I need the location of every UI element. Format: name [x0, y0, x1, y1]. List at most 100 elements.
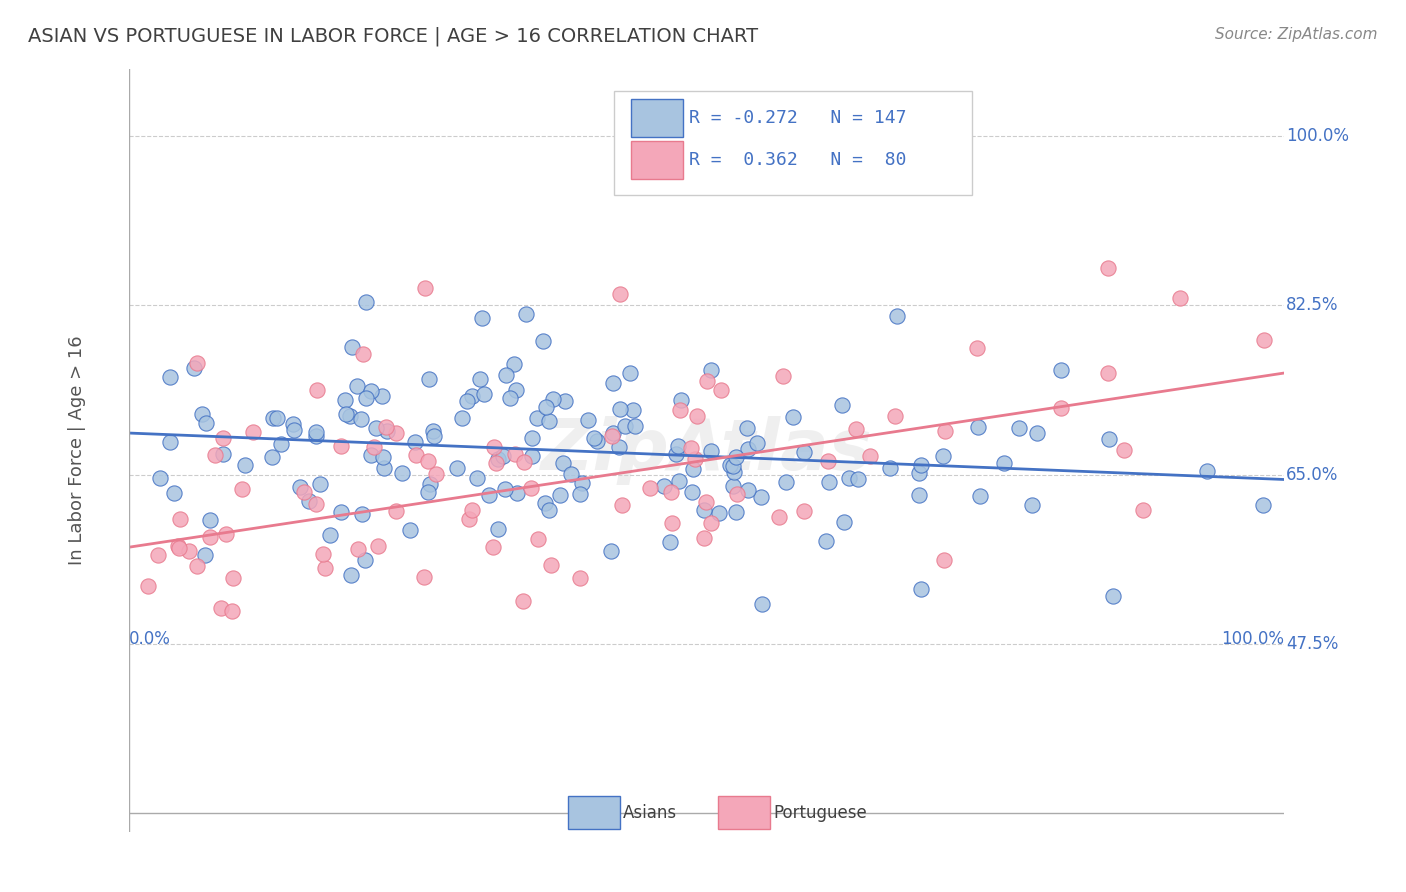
Point	[418, 372, 440, 386]
Point	[621, 402, 644, 417]
Point	[1132, 502, 1154, 516]
Point	[354, 553, 377, 567]
Text: 100.0%: 100.0%	[1220, 630, 1284, 648]
Point	[768, 509, 790, 524]
Point	[352, 507, 374, 521]
Point	[695, 495, 717, 509]
Point	[270, 437, 292, 451]
Point	[1097, 261, 1119, 276]
Point	[375, 424, 398, 438]
Point	[186, 356, 208, 370]
Text: R = -0.272   N = 147: R = -0.272 N = 147	[689, 109, 907, 128]
FancyBboxPatch shape	[718, 797, 770, 829]
Point	[363, 440, 385, 454]
Text: 82.5%: 82.5%	[1286, 296, 1339, 314]
Point	[198, 530, 221, 544]
Point	[486, 522, 509, 536]
Point	[609, 286, 631, 301]
Point	[1025, 426, 1047, 441]
Point	[1253, 334, 1275, 348]
Point	[1098, 432, 1121, 446]
Point	[149, 471, 172, 485]
Point	[665, 447, 688, 461]
Point	[613, 418, 636, 433]
Point	[1168, 291, 1191, 305]
Point	[908, 466, 931, 480]
Point	[350, 412, 373, 426]
Point	[1112, 443, 1135, 458]
Point	[527, 533, 550, 547]
Point	[283, 423, 305, 437]
Point	[360, 448, 382, 462]
Point	[502, 358, 524, 372]
Point	[737, 442, 759, 456]
Point	[682, 462, 704, 476]
Text: R =  0.362   N =  80: R = 0.362 N = 80	[689, 151, 907, 169]
Point	[486, 451, 509, 466]
Point	[330, 505, 353, 519]
Point	[834, 516, 856, 530]
Point	[335, 393, 357, 408]
Point	[416, 484, 439, 499]
FancyBboxPatch shape	[614, 92, 972, 194]
Point	[1008, 421, 1031, 435]
Point	[404, 435, 426, 450]
Point	[737, 483, 759, 497]
Point	[520, 431, 543, 445]
Point	[571, 476, 593, 491]
Point	[212, 447, 235, 461]
Point	[668, 474, 690, 488]
Point	[461, 503, 484, 517]
Text: 100.0%: 100.0%	[1286, 128, 1348, 145]
Point	[602, 376, 624, 391]
Text: Asians: Asians	[623, 804, 678, 822]
Point	[186, 559, 208, 574]
Point	[782, 410, 804, 425]
Point	[200, 513, 222, 527]
Point	[520, 481, 543, 495]
Point	[693, 503, 716, 517]
Point	[492, 450, 515, 464]
Point	[534, 496, 557, 510]
Point	[710, 383, 733, 397]
Point	[482, 540, 505, 554]
Point	[456, 394, 478, 409]
Point	[967, 419, 990, 434]
Point	[775, 475, 797, 490]
Point	[465, 471, 488, 485]
Point	[609, 401, 631, 416]
Point	[538, 414, 561, 428]
Point	[725, 450, 748, 465]
Point	[932, 449, 955, 463]
Text: 65.0%: 65.0%	[1286, 466, 1339, 483]
Point	[884, 409, 907, 424]
Point	[183, 361, 205, 376]
Point	[818, 475, 841, 490]
Point	[339, 409, 361, 423]
Point	[385, 425, 408, 440]
Point	[468, 372, 491, 386]
Point	[879, 461, 901, 475]
Point	[554, 394, 576, 409]
Point	[659, 485, 682, 500]
Point	[718, 458, 741, 472]
Point	[721, 479, 744, 493]
Point	[503, 447, 526, 461]
Point	[1102, 589, 1125, 603]
Point	[668, 402, 690, 417]
Point	[602, 426, 624, 441]
Point	[242, 425, 264, 439]
Point	[494, 482, 516, 496]
Point	[512, 594, 534, 608]
Point	[619, 366, 641, 380]
Point	[163, 486, 186, 500]
Point	[652, 478, 675, 492]
Point	[342, 340, 364, 354]
Point	[969, 489, 991, 503]
Point	[602, 429, 624, 443]
Point	[526, 411, 548, 425]
Point	[585, 434, 607, 448]
Point	[910, 458, 932, 473]
Text: Source: ZipAtlas.com: Source: ZipAtlas.com	[1215, 27, 1378, 42]
Point	[751, 597, 773, 611]
